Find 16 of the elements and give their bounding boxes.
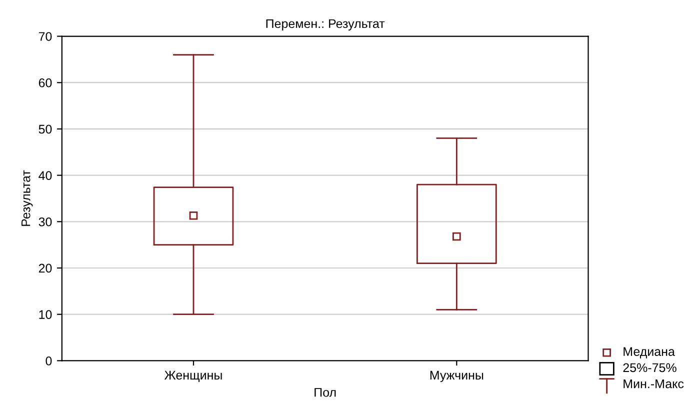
x-tick-label: Женщины [164,370,222,382]
y-tick-label: 10 [39,310,52,319]
x-axis-title: Пол [314,388,336,397]
y-tick-label: 60 [38,78,52,88]
text: 25%-75% [623,363,676,372]
y-tick-label: 70 [38,32,52,41]
y-tick-label: 30 [38,217,52,226]
y-tick-label: 0 [46,356,52,366]
x-tick-label: Мужчины [430,370,484,382]
text: Медиана [624,347,675,358]
chart-title: Перемен.: Результат [266,19,385,31]
y-tick-label: 50 [38,124,52,134]
y-tick-label: 40 [38,171,52,180]
y-tick-label: 20 [38,264,52,273]
y-axis-title: Результат [22,170,33,226]
text: Мин.-Макс [624,380,684,388]
